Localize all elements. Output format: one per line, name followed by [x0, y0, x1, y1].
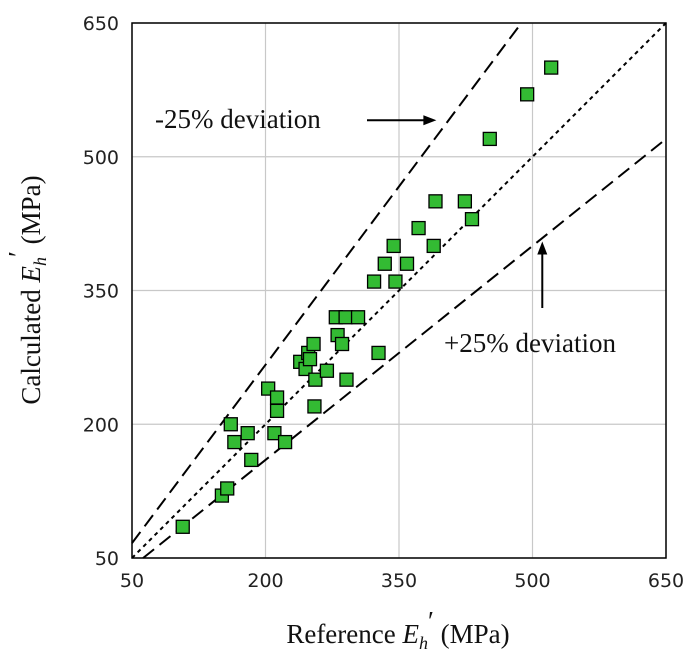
data-point	[371, 345, 386, 361]
x-tick-label: 50	[120, 570, 144, 592]
data-point	[428, 194, 443, 209]
data-point	[175, 519, 190, 534]
reference-line-upper	[131, 22, 523, 544]
data-point	[339, 372, 354, 387]
y-tick-label: 650	[83, 13, 119, 35]
annotation-arrow-head	[537, 241, 548, 255]
y-tick-label: 500	[83, 147, 119, 169]
data-point	[388, 274, 403, 289]
data-point	[377, 256, 392, 271]
data-point	[267, 426, 282, 441]
data-point	[334, 336, 350, 352]
data-point	[308, 372, 323, 387]
data-point	[366, 274, 382, 289]
data-point	[338, 310, 353, 325]
data-point	[464, 212, 480, 227]
data-point	[302, 352, 318, 367]
y-tick-label: 50	[95, 548, 119, 570]
data-point	[319, 363, 335, 378]
tick-labels: 50 200 350 500 650 50 200 350 500 650	[83, 13, 684, 592]
plot-frame	[131, 22, 667, 559]
x-tick-label: 350	[381, 570, 417, 592]
x-tick-label: 650	[648, 570, 684, 592]
x-tick-label: 500	[514, 570, 550, 592]
data-point	[227, 434, 242, 450]
x-axis-title: Reference Eh′ (MPa)	[286, 606, 509, 650]
data-point	[520, 87, 535, 102]
data-point	[482, 131, 497, 147]
data-point	[269, 403, 285, 419]
data-point	[457, 194, 473, 209]
data-point	[544, 60, 559, 75]
data-point	[350, 310, 366, 325]
data-point	[307, 399, 322, 414]
data-point	[277, 434, 293, 450]
annotation-minus-25: -25% deviation	[155, 104, 321, 134]
data-point	[240, 426, 255, 441]
y-tick-label: 200	[83, 414, 119, 436]
data-point	[306, 336, 321, 352]
data-point	[411, 220, 426, 236]
y-axis-title: Calculated Eh′ (MPa)	[3, 175, 50, 404]
data-points	[175, 60, 559, 534]
data-point	[426, 238, 441, 254]
y-tick-label: 350	[83, 281, 119, 303]
data-point	[223, 417, 238, 432]
annotation-arrow-head	[423, 115, 437, 126]
x-tick-label: 200	[247, 570, 283, 592]
annotations: -25% deviation +25% deviation	[155, 104, 616, 358]
data-point	[220, 481, 235, 496]
reference-line-equality	[131, 22, 667, 559]
data-point	[244, 452, 259, 468]
data-point	[386, 238, 401, 254]
data-point	[399, 256, 415, 271]
data-point	[269, 390, 285, 405]
annotation-plus-25: +25% deviation	[444, 328, 616, 358]
